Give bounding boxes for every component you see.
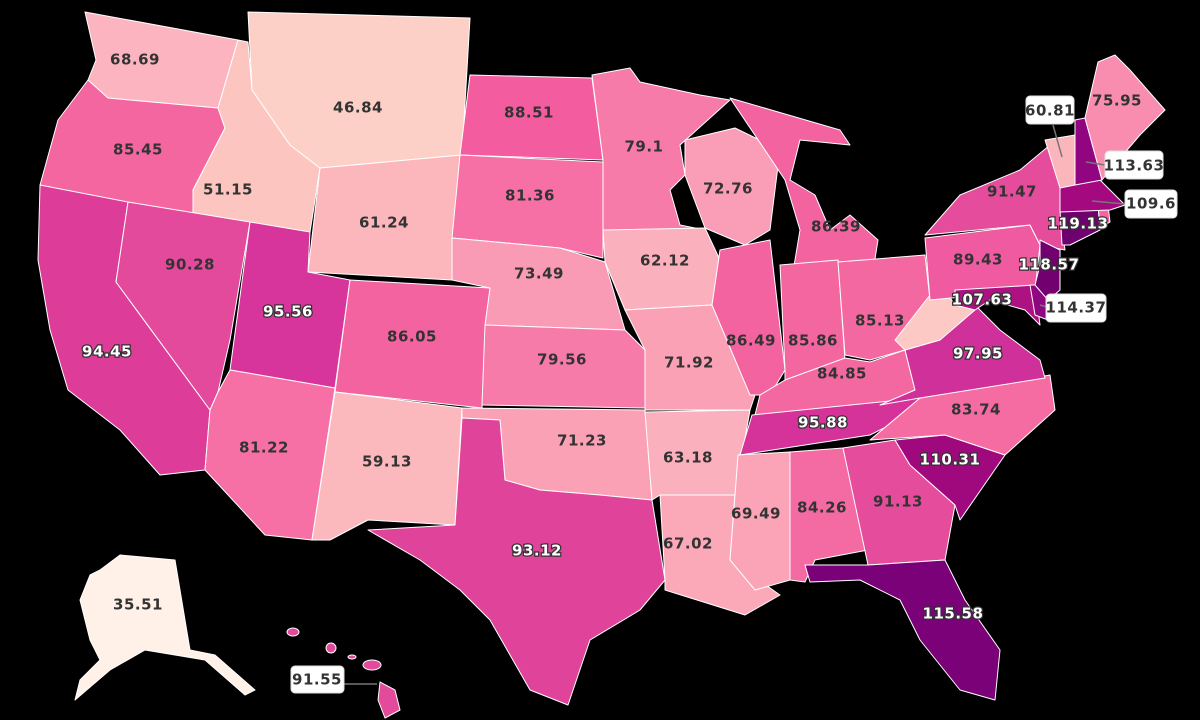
- label-CT: 119.13: [1048, 215, 1109, 233]
- label-NM: 59.13: [362, 453, 412, 471]
- label-MO: 71.92: [664, 354, 714, 372]
- state-MI[interactable]: [729, 97, 879, 291]
- leader-NH: [1085, 161, 1106, 166]
- label-IA: 62.12: [640, 252, 690, 270]
- label-OR: 85.45: [113, 141, 163, 159]
- state-ME[interactable]: [1084, 54, 1166, 181]
- label-NJ: 118.57: [1019, 256, 1080, 274]
- callout-HI: 91.55: [292, 671, 342, 689]
- state-NC[interactable]: [869, 374, 1056, 456]
- label-ND: 88.51: [504, 104, 554, 122]
- label-LA: 67.02: [663, 535, 713, 553]
- label-NC: 83.74: [951, 401, 1001, 419]
- label-MD: 107.63: [952, 291, 1013, 309]
- label-SD: 81.36: [505, 187, 555, 205]
- label-UT: 95.56: [263, 303, 313, 321]
- state-FL[interactable]: [804, 559, 1001, 701]
- state-WI[interactable]: [684, 127, 781, 246]
- state-AZ[interactable]: [204, 369, 336, 541]
- state-WA[interactable]: [84, 11, 239, 109]
- callout-NH: 113.63: [1104, 157, 1165, 175]
- label-OK: 71.23: [557, 432, 607, 450]
- leader-VT: [1052, 124, 1063, 158]
- label-MS: 69.49: [731, 505, 781, 523]
- label-NY: 91.47: [987, 183, 1037, 201]
- leader-MA: [1091, 200, 1126, 205]
- label-IL: 86.49: [726, 332, 776, 350]
- label-IN: 85.86: [788, 332, 838, 350]
- state-labels: 68.69 85.45 94.45 51.15 90.28 46.84 61.2…: [81, 51, 1142, 624]
- label-AL: 84.26: [797, 499, 847, 517]
- label-ID: 51.15: [203, 181, 253, 199]
- callout-MA: 109.6: [1126, 195, 1176, 213]
- label-MI: 86.39: [811, 218, 861, 236]
- label-PA: 89.43: [953, 251, 1003, 269]
- state-HI[interactable]: [286, 627, 401, 719]
- callouts: 60.81 113.63 109.6 114.37 91.55: [290, 95, 1178, 694]
- label-NE: 73.49: [514, 265, 564, 283]
- state-TX[interactable]: [367, 417, 666, 706]
- label-WY: 61.24: [359, 214, 409, 232]
- label-GA: 91.13: [873, 493, 923, 511]
- label-ME: 75.95: [1092, 92, 1142, 110]
- label-MT: 46.84: [333, 99, 383, 117]
- callout-box-HI: [290, 665, 345, 694]
- label-WA: 68.69: [110, 51, 160, 69]
- state-SD[interactable]: [451, 154, 604, 259]
- callout-box-NH: [1104, 150, 1164, 180]
- label-AK: 35.51: [113, 596, 163, 614]
- label-KY: 84.85: [817, 365, 867, 383]
- callout-box-MA: [1124, 189, 1178, 219]
- label-SC: 110.31: [920, 451, 981, 469]
- label-TX: 93.12: [512, 542, 562, 560]
- label-TN: 95.88: [798, 414, 848, 432]
- label-NV: 90.28: [165, 256, 215, 274]
- label-FL: 115.58: [923, 605, 984, 623]
- state-AK[interactable]: [74, 554, 256, 701]
- label-VA: 97.95: [953, 345, 1003, 363]
- callout-box-VT: [1025, 95, 1075, 125]
- label-AR: 63.18: [663, 449, 713, 467]
- label-KS: 79.56: [537, 351, 587, 369]
- label-OH: 85.13: [855, 312, 905, 330]
- label-CA: 94.45: [82, 343, 132, 361]
- callout-box-DE: [1045, 293, 1107, 323]
- callout-VT: 60.81: [1025, 102, 1075, 120]
- label-WI: 72.76: [703, 180, 753, 198]
- callout-DE: 114.37: [1046, 299, 1107, 317]
- label-MN: 79.1: [624, 138, 663, 156]
- label-CO: 86.05: [387, 328, 437, 346]
- label-AZ: 81.22: [239, 439, 289, 457]
